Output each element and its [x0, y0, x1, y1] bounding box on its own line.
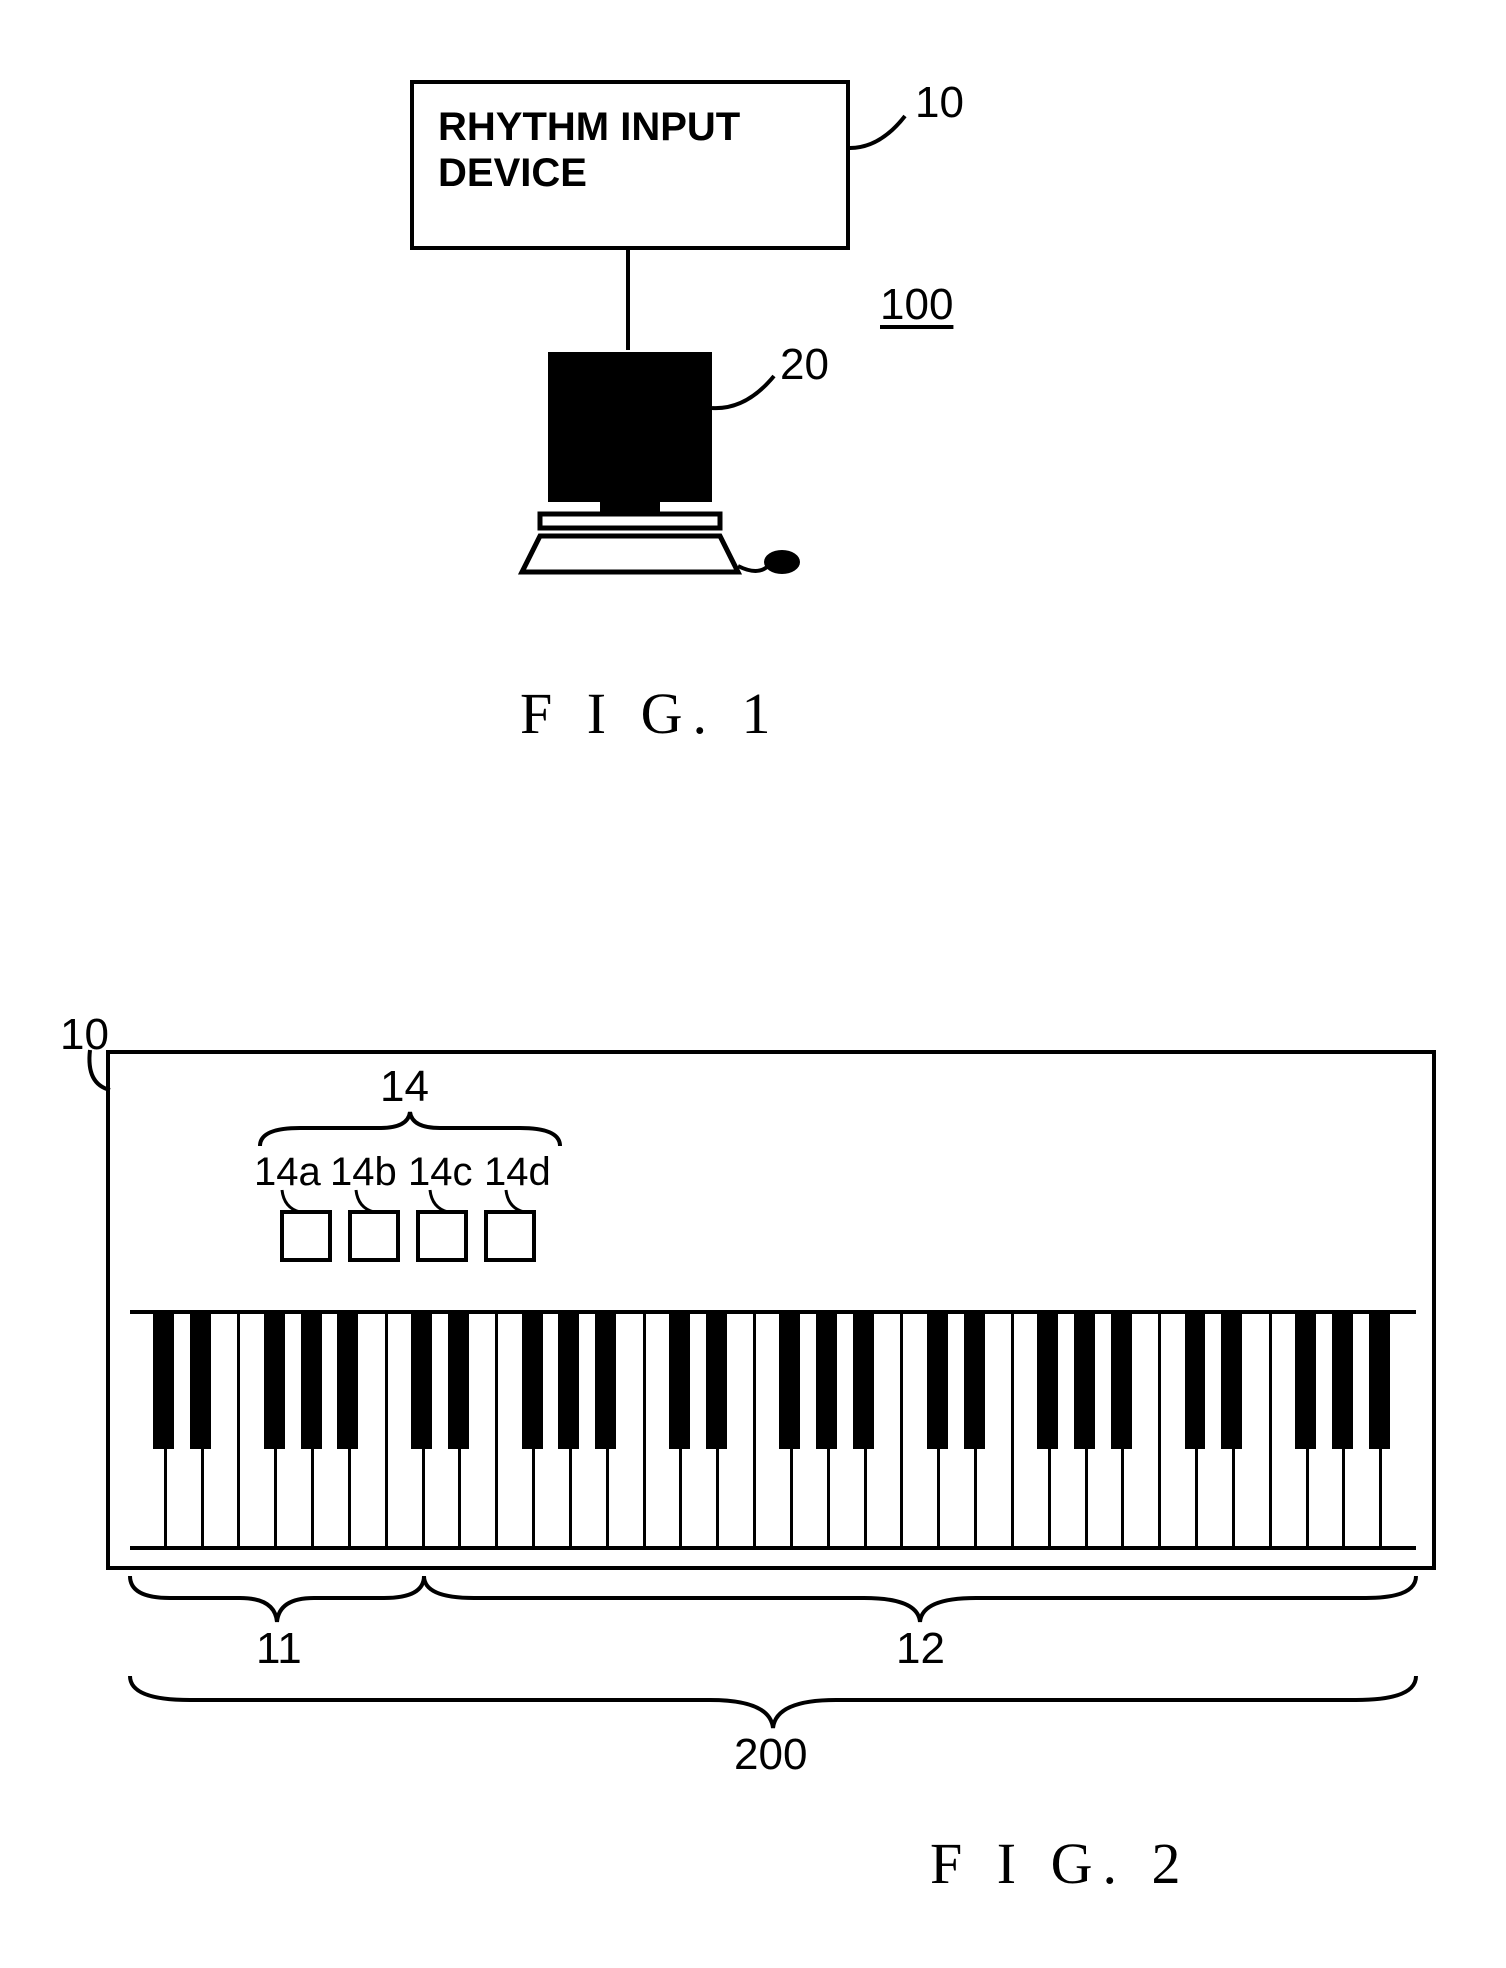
black-key[interactable]: [853, 1314, 874, 1449]
brace-200: [130, 1676, 1416, 1732]
ref-14d: 14d: [484, 1150, 551, 1195]
brace-11: [130, 1576, 424, 1626]
black-key[interactable]: [1369, 1314, 1390, 1449]
pad-d[interactable]: [484, 1210, 536, 1262]
black-key[interactable]: [1111, 1314, 1132, 1449]
black-key[interactable]: [927, 1314, 948, 1449]
black-key[interactable]: [816, 1314, 837, 1449]
pad-c[interactable]: [416, 1210, 468, 1262]
ref-14: 14: [380, 1062, 429, 1112]
keyboard-keys[interactable]: [130, 1310, 1416, 1550]
black-key[interactable]: [1185, 1314, 1206, 1449]
ref-12: 12: [896, 1624, 945, 1674]
rhythm-line2: DEVICE: [438, 151, 587, 195]
rhythm-input-box: RHYTHM INPUT DEVICE: [410, 80, 850, 250]
black-key[interactable]: [1221, 1314, 1242, 1449]
black-key[interactable]: [964, 1314, 985, 1449]
white-key[interactable]: [130, 1314, 167, 1546]
ref-14c: 14c: [408, 1150, 473, 1195]
white-key[interactable]: [240, 1314, 277, 1546]
ref-14b: 14b: [330, 1150, 397, 1195]
white-key[interactable]: [1272, 1314, 1309, 1546]
black-key[interactable]: [337, 1314, 358, 1449]
fig2-caption: F I G. 2: [930, 1830, 1190, 1897]
black-key[interactable]: [779, 1314, 800, 1449]
pad-a[interactable]: [280, 1210, 332, 1262]
black-key[interactable]: [301, 1314, 322, 1449]
white-key[interactable]: [1161, 1314, 1198, 1546]
brace-14: [260, 1110, 560, 1150]
white-key[interactable]: [646, 1314, 683, 1546]
black-key[interactable]: [448, 1314, 469, 1449]
black-key[interactable]: [1332, 1314, 1353, 1449]
black-key[interactable]: [522, 1314, 543, 1449]
white-key[interactable]: [1014, 1314, 1051, 1546]
rhythm-line1: RHYTHM INPUT: [438, 105, 740, 149]
ref-14a: 14a: [254, 1150, 321, 1195]
brace-12: [424, 1576, 1416, 1626]
connector-line: [626, 250, 630, 350]
black-key[interactable]: [595, 1314, 616, 1449]
pad-b[interactable]: [348, 1210, 400, 1262]
black-key[interactable]: [1074, 1314, 1095, 1449]
black-key[interactable]: [153, 1314, 174, 1449]
black-key[interactable]: [669, 1314, 690, 1449]
black-key[interactable]: [558, 1314, 579, 1449]
ref-20: 20: [780, 340, 829, 390]
white-key[interactable]: [498, 1314, 535, 1546]
ref-200: 200: [734, 1730, 807, 1780]
white-key[interactable]: [756, 1314, 793, 1546]
black-key[interactable]: [190, 1314, 211, 1449]
black-key[interactable]: [706, 1314, 727, 1449]
white-key[interactable]: [903, 1314, 940, 1546]
lead-10-fig2: [86, 1050, 126, 1100]
ref-100: 100: [880, 280, 953, 330]
white-key[interactable]: [388, 1314, 425, 1546]
ref-11: 11: [256, 1624, 302, 1674]
ref-10-fig1: 10: [915, 78, 964, 128]
black-key[interactable]: [411, 1314, 432, 1449]
black-key[interactable]: [1037, 1314, 1058, 1449]
black-key[interactable]: [1295, 1314, 1316, 1449]
fig1-caption: F I G. 1: [520, 680, 780, 747]
black-key[interactable]: [264, 1314, 285, 1449]
